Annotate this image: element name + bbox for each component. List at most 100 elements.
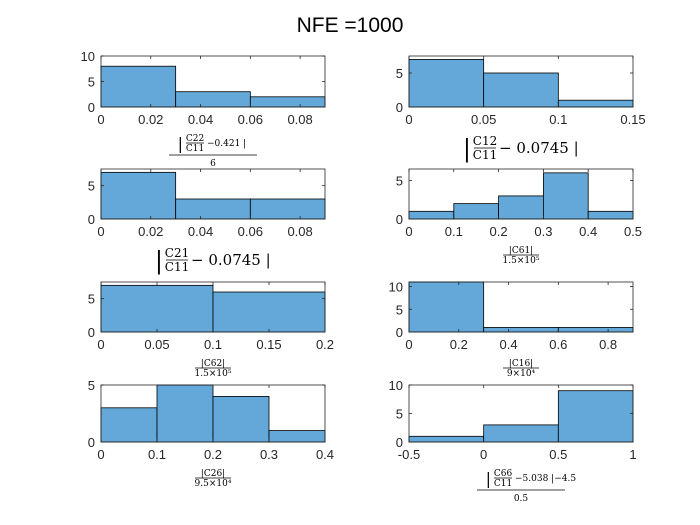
x-label-numerator: |C61|: [509, 246, 533, 256]
y-tick-label: 0: [396, 325, 403, 340]
x-label-denominator: C11: [165, 260, 189, 274]
x-tick-label: 0.05: [144, 337, 169, 352]
x-tick-label: 0: [97, 112, 104, 127]
x-tick-label: 0: [97, 337, 104, 352]
subplot-5: 0 0.05 0.1 0.15 0.2 0 5 |C62|1.5×10⁵: [88, 281, 334, 379]
histogram-bar: [100, 65, 177, 108]
x-label-numerator: C21: [165, 246, 189, 260]
x-tick-label: 0.1: [549, 112, 567, 127]
y-tick-label: 10: [389, 280, 403, 295]
x-label-denominator: C11: [473, 148, 497, 162]
y-tick-label: 5: [396, 66, 403, 81]
x-tick-label: 0.15: [620, 112, 645, 127]
y-tick-label: 0: [396, 212, 403, 227]
x-label-abs-close: −0.421 |: [207, 139, 246, 149]
histogram-bar: [408, 281, 485, 333]
y-tick-label: 0: [396, 100, 403, 115]
x-tick-label: 0.2: [316, 337, 334, 352]
subplot-7: 0 0.1 0.2 0.3 0.4 0 5 |C26|9.5×10⁴: [88, 378, 334, 489]
x-label-abs-open: |: [486, 469, 491, 488]
histogram-bar: [557, 99, 634, 108]
histogram-bar: [408, 210, 455, 220]
histogram-bar: [212, 291, 326, 333]
x-tick-label: 0: [97, 224, 104, 239]
subplot-4: 0 0.1 0.2 0.3 0.4 0.5 0 5 |C61|1.5×10⁵: [396, 168, 642, 266]
x-axis-label: |C61|1.5×10⁵: [503, 246, 540, 266]
y-tick-label: 0: [88, 212, 95, 227]
x-tick-label: 0.6: [549, 337, 567, 352]
x-tick-label: 0: [97, 447, 104, 462]
y-tick-label: 10: [81, 49, 95, 64]
x-tick-label: 0.1: [445, 224, 463, 239]
x-tick-label: 0.02: [138, 112, 163, 127]
x-label-abs-close: −5.038 |−4.5: [515, 474, 576, 484]
x-axis-label: |C16|9×10⁴: [503, 359, 539, 379]
x-tick-label: 1: [629, 447, 636, 462]
histogram-bar: [408, 435, 485, 443]
x-label-denominator: 9.5×10⁴: [195, 479, 232, 489]
x-tick-label: 0.2: [490, 224, 508, 239]
x-label-numerator: |C62|: [201, 359, 225, 369]
x-label-denominator: 1.5×10⁵: [195, 369, 232, 379]
x-tick-label: 0.06: [238, 112, 263, 127]
histogram-bar: [543, 172, 589, 220]
x-tick-label: -0.5: [398, 447, 420, 462]
y-tick-label: 5: [88, 75, 95, 90]
x-tick-label: 0.02: [138, 224, 163, 239]
subplot-6: 0 0.2 0.4 0.6 0.8 0 5 10 |C16|9×10⁴: [389, 280, 634, 379]
x-tick-label: 0.5: [549, 447, 567, 462]
axes-frame: [100, 168, 326, 220]
histogram-bar: [483, 424, 559, 443]
x-label-abs-open: |: [463, 135, 471, 164]
histogram-bar: [175, 198, 251, 220]
x-label-abs-close: − 0.0745 |: [499, 139, 579, 157]
x-label-abs-open: |: [178, 134, 183, 153]
histogram-bar: [557, 327, 634, 333]
x-tick-label: 0: [405, 112, 412, 127]
histogram-bar: [483, 72, 559, 108]
x-label-numerator: C22: [186, 134, 204, 144]
x-label-denominator: 1.5×10⁵: [503, 256, 540, 266]
x-tick-label: 0.5: [624, 224, 642, 239]
x-label-abs-open: |: [155, 247, 163, 276]
y-tick-label: 0: [88, 325, 95, 340]
y-tick-label: 5: [396, 174, 403, 189]
figure-title: NFE =1000: [297, 14, 404, 37]
x-tick-label: 0.3: [260, 447, 278, 462]
x-label-denominator: 9×10⁴: [507, 369, 536, 379]
x-tick-label: 0.4: [579, 224, 597, 239]
x-label-denominator: C11: [186, 144, 204, 154]
x-label-numerator: C12: [473, 134, 497, 148]
x-label-denominator: C11: [494, 479, 512, 489]
x-tick-label: 0.04: [188, 224, 213, 239]
histogram-bar: [408, 59, 485, 108]
y-tick-label: 5: [396, 302, 403, 317]
x-tick-label: 0.1: [204, 337, 222, 352]
x-tick-label: 0: [480, 447, 487, 462]
axes-frame: [408, 168, 634, 220]
axes-frame: [408, 55, 634, 108]
y-tick-label: 0: [396, 435, 403, 450]
axes-frame: [408, 281, 634, 333]
histogram-bar: [498, 195, 544, 220]
y-tick-label: 0: [88, 100, 95, 115]
histogram-bar: [587, 210, 634, 220]
x-tick-label: 0.2: [204, 447, 222, 462]
x-tick-label: 0.15: [256, 337, 281, 352]
x-tick-label: 0: [405, 337, 412, 352]
histogram-bar: [100, 407, 158, 443]
x-tick-label: 0: [405, 224, 412, 239]
histogram-bar: [557, 390, 634, 443]
y-tick-label: 5: [396, 407, 403, 422]
x-tick-label: 0.4: [500, 337, 518, 352]
x-tick-label: 0.08: [287, 224, 312, 239]
x-tick-label: 0.08: [287, 112, 312, 127]
histogram-bar: [100, 284, 214, 333]
x-tick-label: 0.8: [599, 337, 617, 352]
